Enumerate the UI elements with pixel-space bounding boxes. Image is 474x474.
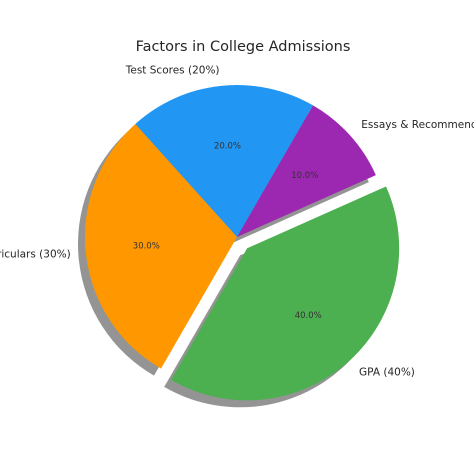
slice-labels: Test Scores (20%) 20.0% Extracurriculars (… [0,65,474,379]
slice-label-essays-recommendations: Essays & Recommendations (10%) [361,119,474,131]
slice-label-gpa: GPA (40%) [359,367,415,379]
slice-gpa [171,186,400,401]
slice-label-test-scores: Test Scores (20%) [125,65,220,77]
slice-pct-test-scores: 20.0% [214,141,241,151]
slice-label-extracurriculars: Extracurriculars (30%) [0,248,71,260]
slices [84,84,400,401]
slice-pct-gpa: 40.0% [295,311,322,321]
slice-pct-extracurriculars: 30.0% [133,242,160,252]
slice-extracurriculars [84,124,237,369]
slice-test-scores [135,84,313,237]
chart-title: Factors in College Admissions [136,39,351,55]
slice-essays-recommendations [237,105,376,237]
slice-pct-essays-recommendations: 10.0% [291,171,318,181]
